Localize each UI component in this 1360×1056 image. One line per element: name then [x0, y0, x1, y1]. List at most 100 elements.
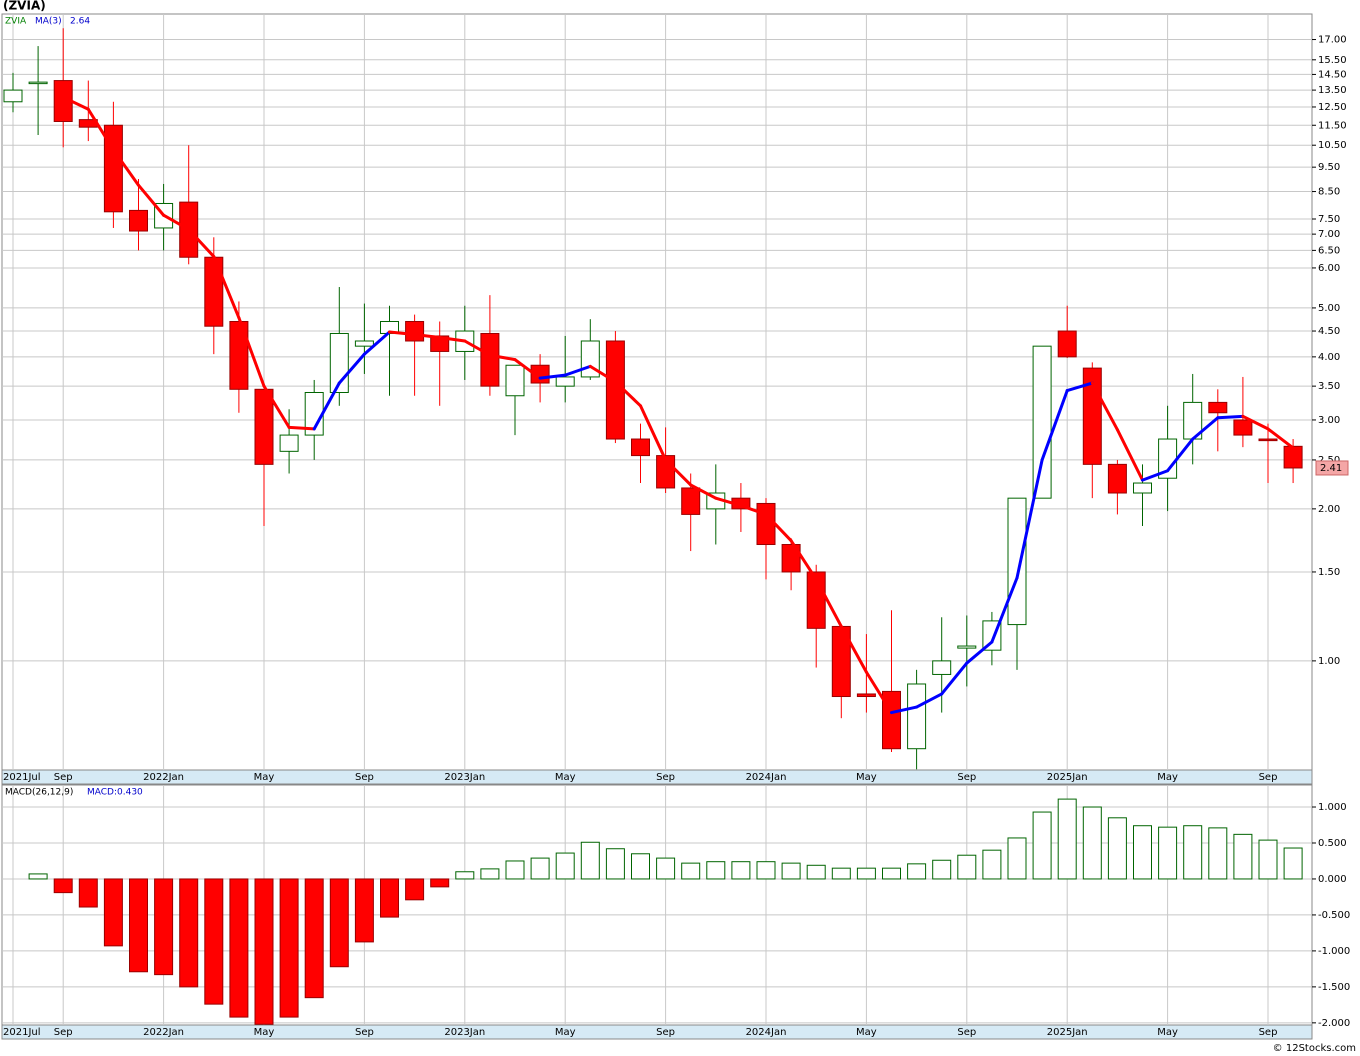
bar: [580, 841, 600, 880]
candle-body: [856, 693, 876, 698]
y-tick-label: 4.50: [1318, 326, 1340, 337]
y-tick-label: 0.000: [1318, 874, 1347, 885]
candle-body: [28, 81, 48, 85]
candle-body: [254, 388, 274, 465]
bar: [405, 878, 425, 901]
ma-line: [111, 148, 140, 187]
ma-line: [613, 380, 642, 408]
bar: [631, 853, 650, 880]
x-tick-label: Sep: [656, 1027, 675, 1038]
last-price-label: 2.41: [1320, 463, 1342, 474]
bar: [204, 878, 224, 1005]
bar: [179, 878, 199, 988]
x-tick-label: 2022Jan: [143, 772, 184, 783]
candle-body: [1133, 482, 1152, 494]
bar: [254, 878, 274, 1025]
candle-body: [204, 256, 224, 327]
legend-macd-value: MACD:0.430: [87, 788, 143, 798]
x-tick-label: May: [1157, 1027, 1178, 1038]
ma-line: [262, 384, 291, 429]
y-tick-label: 11.50: [1318, 120, 1347, 131]
bar: [856, 867, 876, 880]
bar: [28, 873, 48, 880]
bar: [1233, 833, 1253, 880]
candle-body: [279, 434, 299, 452]
ma-line: [1040, 389, 1069, 462]
y-tick-label: 1.00: [1318, 656, 1340, 667]
bar: [354, 878, 374, 943]
y-tick-label: 7.00: [1318, 229, 1340, 240]
bar: [304, 878, 324, 999]
candle-body: [1032, 345, 1052, 499]
bar: [1258, 839, 1278, 880]
bar: [380, 878, 399, 918]
y-tick-label: 5.00: [1318, 303, 1340, 314]
x-tick-label: 2021Jul: [3, 772, 41, 783]
x-tick-label: 2025Jan: [1047, 1027, 1088, 1038]
bar: [656, 857, 676, 880]
bar: [882, 867, 901, 880]
y-tick-label: 3.00: [1318, 415, 1340, 426]
candle-body: [1233, 419, 1253, 436]
ma-line: [639, 404, 668, 462]
y-tick-label: 1.50: [1318, 567, 1340, 578]
candle-body: [1283, 445, 1303, 469]
ma-line: [839, 624, 868, 674]
x-tick-label: 2021Jul: [3, 1027, 41, 1038]
y-tick-label: 17.00: [1318, 35, 1347, 46]
y-tick-label: 2.50: [1318, 455, 1340, 466]
ma-line: [1115, 428, 1144, 482]
x-axis-band: [1, 1024, 1313, 1040]
bar: [1183, 825, 1203, 880]
x-tick-label: May: [555, 1027, 576, 1038]
bar: [279, 878, 299, 1018]
price-panel: [1, 13, 1313, 771]
bar: [756, 861, 776, 880]
marks: [3, 28, 1303, 1025]
y-tick-label: 2.00: [1318, 504, 1340, 515]
ma-line: [940, 661, 969, 696]
candle-body: [631, 438, 650, 457]
ma-line: [388, 330, 417, 336]
candle-body: [103, 124, 123, 213]
x-tick-label: Sep: [957, 1027, 976, 1038]
bar: [480, 868, 500, 880]
x-tick-label: 2024Jan: [746, 772, 787, 783]
ma-line: [1141, 469, 1170, 482]
ma-line: [1191, 416, 1220, 441]
x-tick-label: 2022Jan: [143, 1027, 184, 1038]
ma-line: [563, 364, 592, 377]
x-tick-label: Sep: [1259, 1027, 1278, 1038]
y-tick-label: -2.000: [1318, 1018, 1350, 1029]
ma-line: [1266, 427, 1295, 450]
x-tick-label: Sep: [355, 1027, 374, 1038]
ma-line: [664, 458, 693, 487]
ma-line: [463, 339, 492, 357]
ma-line: [764, 512, 793, 543]
bar: [455, 871, 475, 880]
x-tick-label: May: [555, 772, 576, 783]
bar: [1057, 798, 1077, 880]
bar: [1208, 827, 1228, 880]
bar: [982, 849, 1002, 880]
ma-line: [86, 107, 115, 152]
bar: [1133, 825, 1152, 880]
bar: [129, 878, 148, 973]
x-tick-label: Sep: [656, 772, 675, 783]
ma-line: [990, 576, 1019, 644]
x-tick-label: 2023Jan: [444, 1027, 485, 1038]
ma-line: [915, 692, 944, 709]
y-tick-label: 14.50: [1318, 69, 1347, 80]
candle-body: [405, 320, 425, 342]
y-tick-label: 10.50: [1318, 140, 1347, 151]
bar: [831, 867, 851, 880]
x-tick-label: Sep: [54, 772, 73, 783]
candle-body: [932, 660, 952, 675]
candle-body: [480, 332, 500, 387]
bar: [103, 878, 123, 947]
bar: [932, 859, 952, 880]
y-tick-label: 9.50: [1318, 162, 1340, 173]
y-tick-label: 6.50: [1318, 245, 1340, 256]
ma-line: [488, 353, 517, 362]
